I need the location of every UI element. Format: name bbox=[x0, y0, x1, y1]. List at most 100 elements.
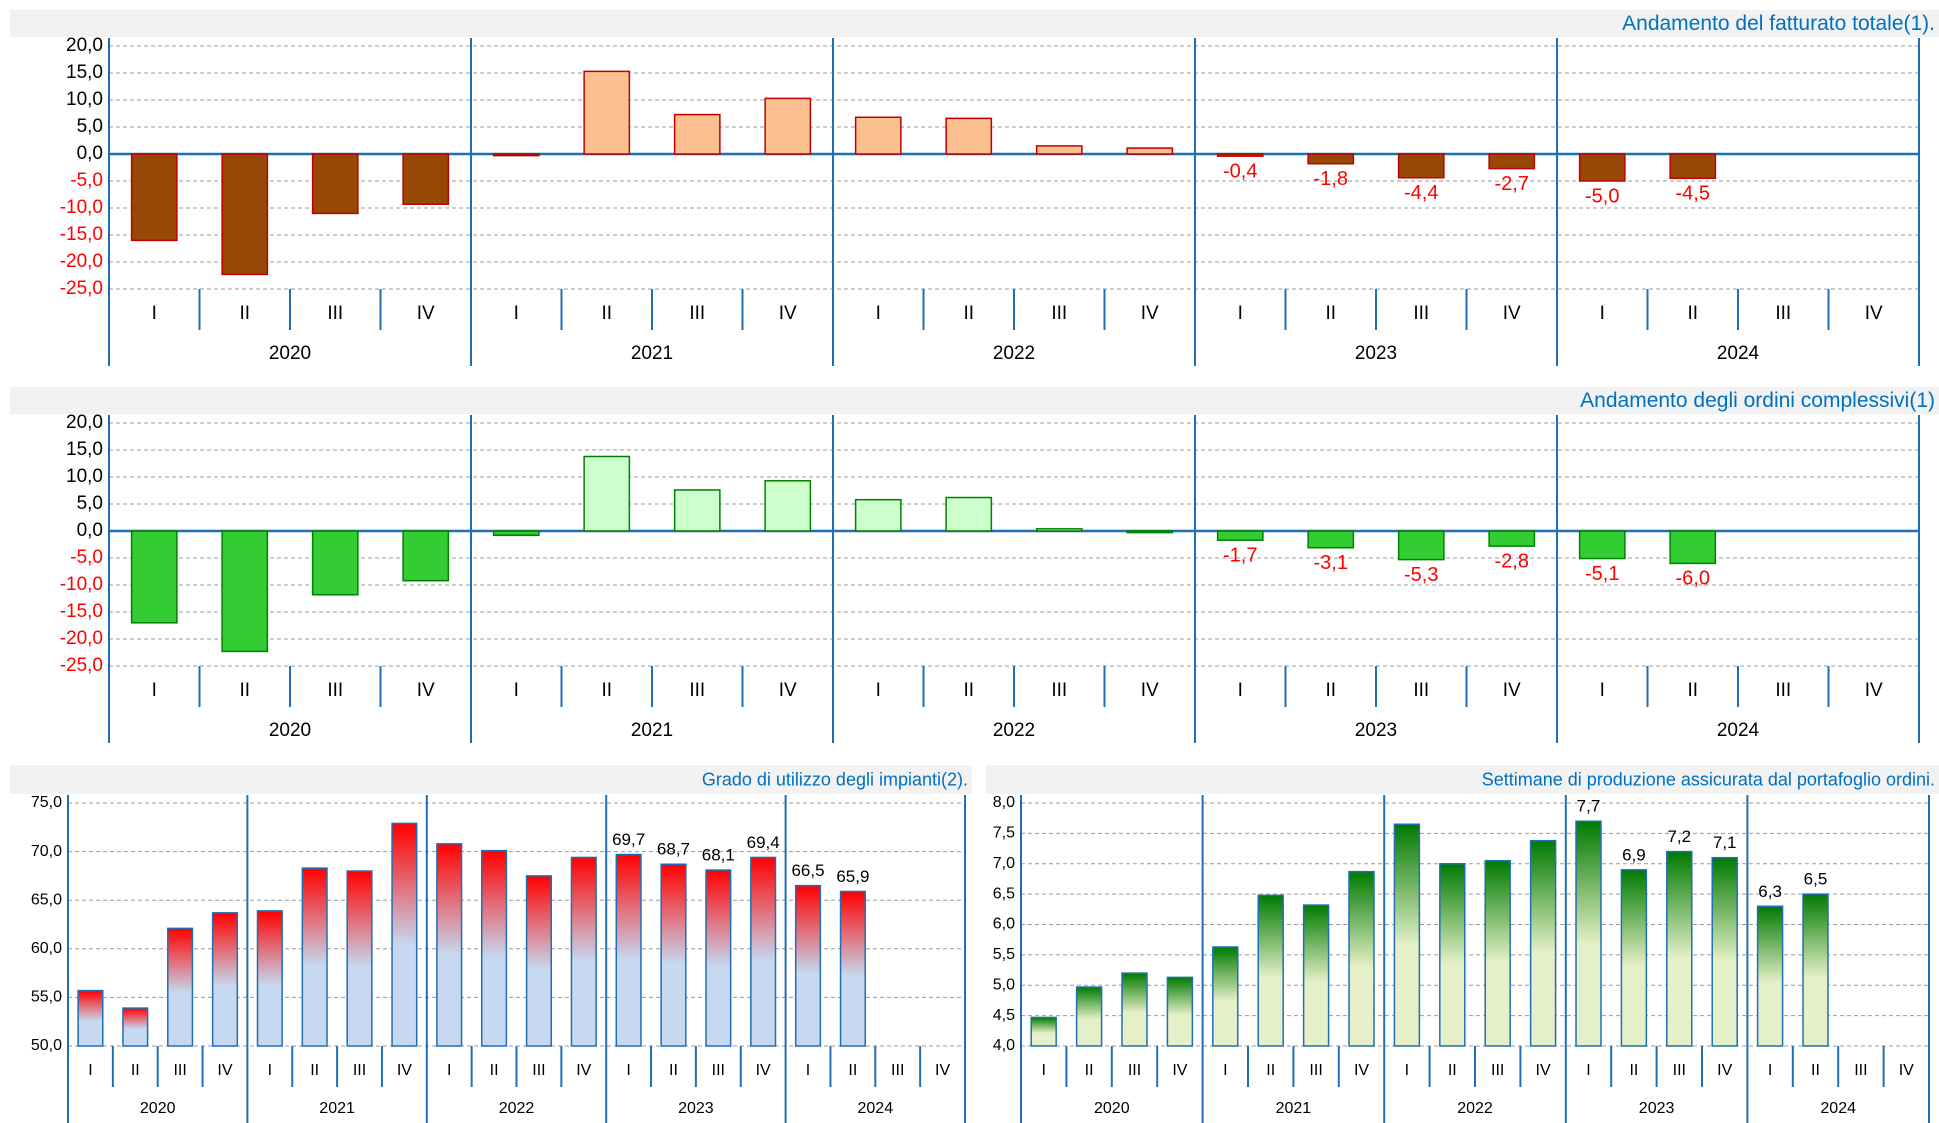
x-tick-label: II bbox=[1811, 1062, 1820, 1079]
bar bbox=[583, 70, 631, 155]
x-group-label: 2024 bbox=[1820, 1100, 1856, 1117]
x-group-label: 2022 bbox=[993, 343, 1035, 364]
bar bbox=[1393, 823, 1421, 1047]
x-tick-label: II bbox=[963, 303, 974, 324]
x-tick-label: I bbox=[876, 303, 881, 324]
x-tick-label: I bbox=[152, 680, 157, 701]
x-group-label: 2023 bbox=[1355, 720, 1397, 741]
y-tick-label: -25,0 bbox=[60, 278, 103, 299]
y-tick-label: 7,0 bbox=[993, 855, 1015, 872]
x-tick-label: II bbox=[131, 1062, 140, 1079]
bar bbox=[391, 822, 418, 1047]
bar bbox=[301, 867, 328, 1047]
x-tick-label: II bbox=[1325, 680, 1336, 701]
y-tick-label: -15,0 bbox=[60, 224, 103, 245]
x-tick-label: II bbox=[1325, 303, 1336, 324]
value-label: -5,0 bbox=[1585, 185, 1619, 207]
bar bbox=[1075, 986, 1103, 1047]
title-band bbox=[10, 387, 1939, 414]
x-tick-label: III bbox=[689, 680, 705, 701]
y-tick-label: -20,0 bbox=[60, 251, 103, 272]
x-tick-label: I bbox=[447, 1062, 451, 1079]
x-tick-label: IV bbox=[1141, 303, 1159, 324]
bar bbox=[673, 489, 721, 532]
bar bbox=[480, 849, 508, 1047]
y-tick-label: 20,0 bbox=[66, 35, 103, 56]
bar-chart: Andamento del fatturato totale(1). 20,0 15… bbox=[10, 10, 1939, 366]
x-group-label: 2023 bbox=[1639, 1100, 1675, 1117]
x-tick-label: IV bbox=[779, 303, 797, 324]
bar bbox=[1669, 530, 1717, 565]
x-group-label: 2022 bbox=[1457, 1100, 1493, 1117]
bar bbox=[1035, 528, 1083, 532]
y-tick-label: 6,0 bbox=[993, 916, 1015, 933]
title-band bbox=[10, 765, 972, 794]
x-tick-label: IV bbox=[1536, 1062, 1551, 1079]
x-tick-label: III bbox=[1309, 1062, 1322, 1079]
x-tick-label: III bbox=[353, 1062, 366, 1079]
bar bbox=[1216, 530, 1264, 541]
x-group-label: 2021 bbox=[631, 720, 673, 741]
bar bbox=[311, 153, 359, 215]
y-tick-label: 5,0 bbox=[77, 493, 103, 514]
y-tick-label: -25,0 bbox=[60, 655, 103, 676]
bar bbox=[492, 530, 540, 537]
x-group-label: 2021 bbox=[1276, 1100, 1312, 1117]
chart-title: Grado di utilizzo degli impianti(2). bbox=[702, 769, 968, 789]
x-tick-label: III bbox=[1491, 1062, 1504, 1079]
bar bbox=[1711, 856, 1738, 1047]
bar bbox=[130, 530, 178, 624]
value-label: -3,1 bbox=[1314, 552, 1348, 574]
y-tick-label: -5,0 bbox=[70, 170, 103, 191]
value-label: 7,7 bbox=[1577, 797, 1601, 816]
bar bbox=[583, 455, 631, 532]
bar bbox=[1397, 530, 1445, 561]
bar bbox=[1488, 153, 1536, 170]
x-tick-label: II bbox=[1448, 1062, 1457, 1079]
bar bbox=[311, 530, 359, 596]
bar bbox=[1121, 972, 1148, 1047]
value-label: 6,3 bbox=[1758, 882, 1782, 901]
x-tick-label: III bbox=[532, 1062, 545, 1079]
x-tick-label: IV bbox=[1899, 1062, 1914, 1079]
x-tick-label: II bbox=[601, 680, 612, 701]
bar bbox=[839, 890, 866, 1047]
x-tick-label: I bbox=[88, 1062, 92, 1079]
bar bbox=[1348, 870, 1375, 1047]
x-tick-label: I bbox=[1600, 303, 1605, 324]
x-tick-label: III bbox=[1673, 1062, 1686, 1079]
bar bbox=[1307, 153, 1355, 165]
bar bbox=[436, 843, 463, 1047]
title-band bbox=[10, 10, 1939, 37]
x-tick-label: I bbox=[268, 1062, 272, 1079]
bar bbox=[256, 910, 283, 1047]
y-tick-label: 75,0 bbox=[31, 794, 62, 811]
x-tick-label: IV bbox=[1503, 680, 1521, 701]
bar bbox=[945, 496, 993, 532]
bar bbox=[660, 863, 687, 1047]
value-label: -2,8 bbox=[1495, 550, 1529, 572]
x-tick-label: IV bbox=[217, 1062, 232, 1079]
bar bbox=[854, 116, 902, 155]
x-tick-label: IV bbox=[417, 303, 435, 324]
x-tick-label: IV bbox=[779, 680, 797, 701]
x-tick-label: II bbox=[963, 680, 974, 701]
bar bbox=[750, 856, 777, 1047]
x-tick-label: III bbox=[891, 1062, 904, 1079]
value-label: 68,7 bbox=[657, 840, 690, 859]
x-group-label: 2021 bbox=[319, 1100, 355, 1117]
x-group-label: 2021 bbox=[631, 343, 673, 364]
y-tick-label: 5,0 bbox=[77, 116, 103, 137]
bar bbox=[570, 856, 597, 1047]
y-tick-label: 20,0 bbox=[66, 412, 103, 433]
bar bbox=[854, 498, 902, 532]
y-tick-label: -20,0 bbox=[60, 628, 103, 649]
y-tick-label: -5,0 bbox=[70, 547, 103, 568]
x-tick-label: III bbox=[712, 1062, 725, 1079]
bar-chart: Settimane di produzione assicurata dal p… bbox=[986, 765, 1939, 1123]
x-tick-label: IV bbox=[935, 1062, 950, 1079]
y-tick-label: 50,0 bbox=[31, 1037, 62, 1054]
chart-title: Andamento del fatturato totale(1). bbox=[1622, 12, 1935, 35]
x-group-label: 2020 bbox=[140, 1100, 176, 1117]
